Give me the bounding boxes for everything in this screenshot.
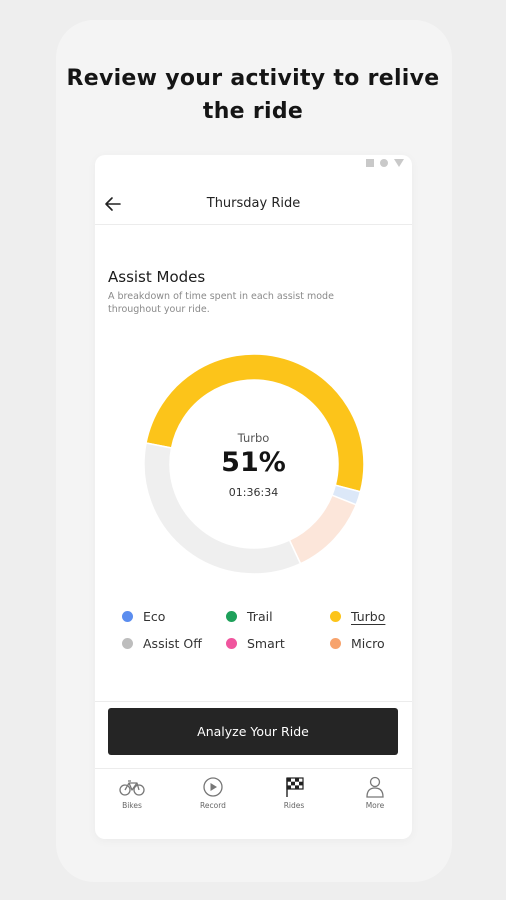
checkered-flag-icon — [286, 777, 304, 797]
legend-label: Micro — [351, 636, 385, 651]
legend-label: Eco — [143, 609, 166, 624]
analyze-ride-button[interactable]: Analyze Your Ride — [108, 708, 398, 755]
status-bar — [366, 159, 404, 167]
legend-dot — [330, 638, 341, 649]
donut-segment-turbo — [145, 353, 365, 493]
nav-label: Bikes — [122, 801, 142, 810]
donut-segment-micro — [288, 494, 358, 565]
nav-item-more[interactable]: More — [345, 775, 405, 810]
divider — [95, 701, 412, 702]
donut-center-percent: 51% — [221, 447, 286, 478]
bottom-nav: Bikes Record Rides — [95, 768, 412, 839]
legend-dot — [226, 611, 237, 622]
donut-center-mode: Turbo — [237, 431, 270, 445]
legend-label: Smart — [247, 636, 285, 651]
status-circle-icon — [380, 159, 388, 167]
legend-item-trail[interactable]: Trail — [226, 609, 273, 624]
legend-item-smart[interactable]: Smart — [226, 636, 285, 651]
page-title: Thursday Ride — [206, 196, 301, 211]
legend-dot — [226, 638, 237, 649]
legend-dot — [122, 611, 133, 622]
legend-item-micro[interactable]: Micro — [330, 636, 385, 651]
phone-screen: Thursday Ride Assist Modes A breakdown o… — [95, 155, 412, 839]
bike-icon — [119, 780, 145, 796]
legend-dot — [330, 611, 341, 622]
donut-center-time: 01:36:34 — [228, 486, 279, 499]
legend-dot — [122, 638, 133, 649]
person-icon — [366, 776, 384, 798]
nav-item-bikes[interactable]: Bikes — [102, 775, 162, 810]
section-title: Assist Modes — [108, 268, 206, 286]
donut-segment-assist-off — [143, 442, 302, 575]
nav-label: Record — [200, 801, 226, 810]
legend-item-assist-off[interactable]: Assist Off — [122, 636, 202, 651]
status-square-icon — [366, 159, 374, 167]
status-signal-icon — [394, 159, 404, 167]
legend-label: Turbo — [351, 609, 386, 624]
nav-label: More — [365, 801, 385, 810]
section-description: A breakdown of time spent in each assist… — [108, 291, 334, 315]
play-icon — [203, 777, 223, 797]
legend-label: Trail — [247, 609, 273, 624]
nav-item-record[interactable]: Record — [183, 775, 243, 810]
app-header: Thursday Ride — [95, 183, 412, 225]
back-arrow-icon[interactable] — [103, 194, 123, 214]
nav-item-rides[interactable]: Rides — [264, 775, 324, 810]
promo-headline: Review your activity to relive the ride — [66, 66, 440, 124]
legend-label: Assist Off — [143, 636, 202, 651]
legend-item-eco[interactable]: Eco — [122, 609, 165, 624]
nav-label: Rides — [283, 801, 305, 810]
legend-item-turbo[interactable]: Turbo — [330, 609, 385, 624]
assist-modes-donut-chart — [143, 353, 365, 575]
